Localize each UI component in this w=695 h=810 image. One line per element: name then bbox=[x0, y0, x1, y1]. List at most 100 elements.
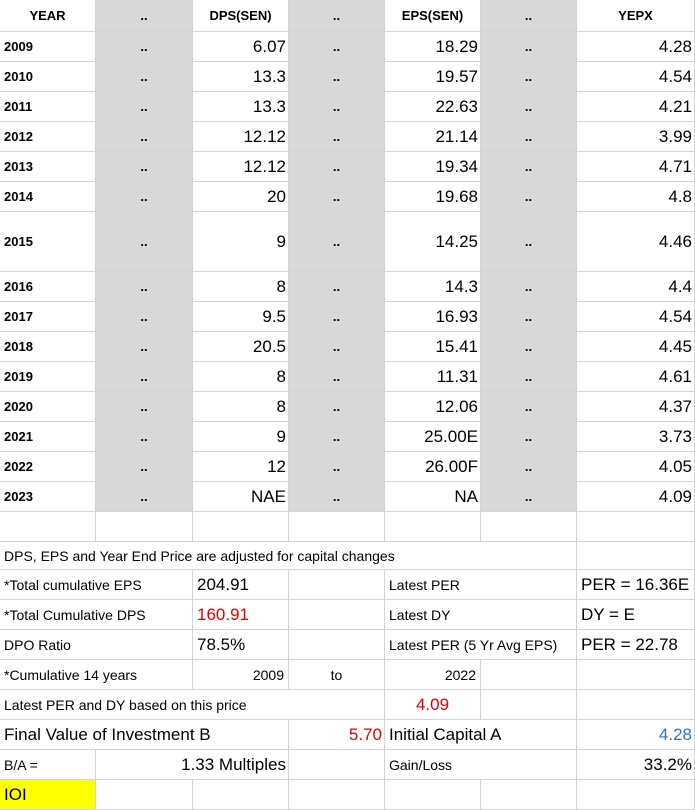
eps-cell[interactable]: 19.34 bbox=[385, 152, 481, 182]
eps-cell[interactable]: NA bbox=[385, 482, 481, 512]
dps-cell[interactable]: 13.3 bbox=[193, 92, 289, 122]
eps-cell[interactable]: 14.25 bbox=[385, 212, 481, 272]
yepx-cell[interactable]: 4.71 bbox=[577, 152, 695, 182]
year-cell[interactable]: 2011 bbox=[0, 92, 96, 122]
yepx-cell[interactable]: 4.8 bbox=[577, 182, 695, 212]
yepx-cell[interactable]: 4.37 bbox=[577, 392, 695, 422]
latest-price-value[interactable]: 4.09 bbox=[385, 690, 481, 720]
dps-cell[interactable]: 12 bbox=[193, 452, 289, 482]
empty-cell[interactable] bbox=[481, 660, 577, 690]
dps-cell[interactable]: 8 bbox=[193, 272, 289, 302]
empty-cell[interactable] bbox=[385, 512, 481, 542]
dps-cell[interactable]: 12.12 bbox=[193, 122, 289, 152]
yepx-cell[interactable]: 4.21 bbox=[577, 92, 695, 122]
eps-cell[interactable]: 19.68 bbox=[385, 182, 481, 212]
empty-cell[interactable] bbox=[0, 512, 96, 542]
year-cell[interactable]: 2012 bbox=[0, 122, 96, 152]
gain-loss-value[interactable]: 33.2% bbox=[577, 750, 695, 780]
year-cell[interactable]: 2013 bbox=[0, 152, 96, 182]
empty-cell[interactable] bbox=[96, 512, 193, 542]
empty-cell[interactable] bbox=[577, 660, 695, 690]
eps-cell[interactable]: 25.00E bbox=[385, 422, 481, 452]
year-cell[interactable]: 2022 bbox=[0, 452, 96, 482]
eps-cell[interactable]: 16.93 bbox=[385, 302, 481, 332]
dps-cell[interactable]: 20.5 bbox=[193, 332, 289, 362]
total-eps-value[interactable]: 204.91 bbox=[193, 570, 289, 600]
eps-cell[interactable]: 14.3 bbox=[385, 272, 481, 302]
cumulative-from-year[interactable]: 2009 bbox=[193, 660, 289, 690]
year-cell[interactable]: 2019 bbox=[0, 362, 96, 392]
dps-cell[interactable]: 6.07 bbox=[193, 32, 289, 62]
yepx-cell[interactable]: 4.05 bbox=[577, 452, 695, 482]
separator-cell: .. bbox=[481, 32, 577, 62]
empty-cell[interactable] bbox=[193, 780, 289, 810]
empty-cell[interactable] bbox=[289, 512, 385, 542]
year-cell[interactable]: 2023 bbox=[0, 482, 96, 512]
yepx-cell[interactable]: 4.4 bbox=[577, 272, 695, 302]
year-cell[interactable]: 2010 bbox=[0, 62, 96, 92]
ba-ratio-label-text: B/A = bbox=[4, 756, 38, 773]
separator-cell: .. bbox=[96, 272, 193, 302]
year-cell[interactable]: 2009 bbox=[0, 32, 96, 62]
total-dps-value[interactable]: 160.91 bbox=[193, 600, 289, 630]
empty-cell[interactable] bbox=[481, 780, 577, 810]
yepx-cell[interactable]: 4.46 bbox=[577, 212, 695, 272]
dpo-ratio-value[interactable]: 78.5% bbox=[193, 630, 289, 660]
yepx-cell[interactable]: 4.45 bbox=[577, 332, 695, 362]
empty-cell[interactable] bbox=[96, 780, 193, 810]
initial-capital-value[interactable]: 4.28 bbox=[577, 720, 695, 750]
year-cell[interactable]: 2021 bbox=[0, 422, 96, 452]
eps-cell[interactable]: 18.29 bbox=[385, 32, 481, 62]
empty-cell[interactable] bbox=[289, 570, 385, 600]
empty-cell[interactable] bbox=[577, 690, 695, 720]
yepx-cell[interactable]: 3.99 bbox=[577, 122, 695, 152]
dps-cell[interactable]: 9 bbox=[193, 422, 289, 452]
yepx-cell[interactable]: 3.73 bbox=[577, 422, 695, 452]
dps-cell[interactable]: 8 bbox=[193, 392, 289, 422]
final-value[interactable]: 5.70 bbox=[289, 720, 385, 750]
eps-cell[interactable]: 12.06 bbox=[385, 392, 481, 422]
year-cell[interactable]: 2020 bbox=[0, 392, 96, 422]
eps-cell[interactable]: 22.63 bbox=[385, 92, 481, 122]
empty-cell[interactable] bbox=[385, 780, 481, 810]
ba-ratio-value[interactable]: 1.33 Multiples bbox=[96, 750, 289, 780]
year-cell[interactable]: 2018 bbox=[0, 332, 96, 362]
empty-cell[interactable] bbox=[289, 630, 385, 660]
dps-cell[interactable]: 13.3 bbox=[193, 62, 289, 92]
dps-cell[interactable]: 8 bbox=[193, 362, 289, 392]
latest-per-value[interactable]: PER = 16.36E bbox=[577, 570, 695, 600]
yepx-cell[interactable]: 4.54 bbox=[577, 302, 695, 332]
yepx-cell[interactable]: 4.28 bbox=[577, 32, 695, 62]
year-cell[interactable]: 2016 bbox=[0, 272, 96, 302]
empty-cell[interactable] bbox=[289, 600, 385, 630]
empty-cell[interactable] bbox=[289, 750, 385, 780]
eps-cell[interactable]: 15.41 bbox=[385, 332, 481, 362]
dps-cell[interactable]: 9 bbox=[193, 212, 289, 272]
year-cell[interactable]: 2017 bbox=[0, 302, 96, 332]
latest-dy-value[interactable]: DY = E bbox=[577, 600, 695, 630]
yepx-cell[interactable]: 4.09 bbox=[577, 482, 695, 512]
eps-cell[interactable]: 19.57 bbox=[385, 62, 481, 92]
empty-cell[interactable] bbox=[481, 512, 577, 542]
empty-cell[interactable] bbox=[481, 690, 577, 720]
year-cell-text: 2022 bbox=[4, 459, 33, 474]
eps-cell[interactable]: 21.14 bbox=[385, 122, 481, 152]
empty-cell[interactable] bbox=[577, 542, 695, 570]
year-cell[interactable]: 2014 bbox=[0, 182, 96, 212]
cumulative-to-year[interactable]: 2022 bbox=[385, 660, 481, 690]
yepx-cell[interactable]: 4.61 bbox=[577, 362, 695, 392]
dps-cell[interactable]: 20 bbox=[193, 182, 289, 212]
empty-cell[interactable] bbox=[577, 780, 695, 810]
empty-cell[interactable] bbox=[289, 780, 385, 810]
eps-cell[interactable]: 11.31 bbox=[385, 362, 481, 392]
eps-cell[interactable]: 26.00F bbox=[385, 452, 481, 482]
dps-cell[interactable]: 12.12 bbox=[193, 152, 289, 182]
empty-cell[interactable] bbox=[577, 512, 695, 542]
latest-per-5yr-value[interactable]: PER = 22.78 bbox=[577, 630, 695, 660]
dps-cell[interactable]: 9.5 bbox=[193, 302, 289, 332]
yepx-cell[interactable]: 4.54 bbox=[577, 62, 695, 92]
stock-ticker[interactable]: IOI bbox=[0, 780, 96, 810]
empty-cell[interactable] bbox=[193, 512, 289, 542]
dps-cell[interactable]: NAE bbox=[193, 482, 289, 512]
year-cell[interactable]: 2015 bbox=[0, 212, 96, 272]
